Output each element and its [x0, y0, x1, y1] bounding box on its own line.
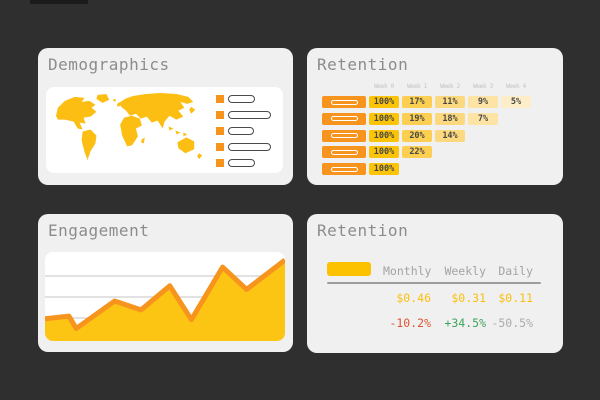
legend-square-icon [216, 95, 224, 103]
label-pill [330, 133, 358, 139]
cohort-cell: 17% [402, 96, 432, 108]
cohort-header-row: Week 0 Week 1 Week 2 Week 3 Week 4 [322, 83, 531, 90]
cohort-cell: 100% [369, 163, 399, 176]
change-weekly: +34.5% [444, 316, 486, 330]
cohort-retention-card: Retention Week 0 Week 1 Week 2 Week 3 We… [307, 48, 563, 185]
value-daily: $0.11 [498, 291, 533, 305]
cohort-row: 100% 22% [322, 146, 432, 159]
cohort-row-label [322, 146, 366, 159]
legend-bar [228, 95, 255, 103]
cohort-cell: 7% [468, 112, 498, 125]
summary-header-row: Monthly Weekly Daily [327, 262, 541, 279]
world-map [55, 92, 203, 161]
cohort-row: 100% 20% 14% [322, 129, 465, 142]
cohort-cell: 14% [435, 129, 465, 142]
cohort-row-label [322, 163, 366, 176]
cohort-cell: 19% [402, 112, 432, 125]
legend-square-icon [216, 111, 224, 119]
summary-divider [327, 282, 541, 284]
engagement-area-chart [45, 258, 285, 341]
week-header: Week 4 [506, 83, 526, 90]
engagement-title: Engagement [48, 221, 150, 240]
summary-changes-row: -10.2% +34.5% -50.5% [327, 316, 541, 330]
legend-item [216, 127, 254, 135]
cohort-cell: 100% [369, 112, 399, 125]
cohort-row-label [322, 129, 366, 142]
engagement-chart-panel [45, 252, 285, 341]
engagement-area [45, 260, 285, 341]
legend-bar [228, 127, 254, 135]
legend-bar [228, 111, 271, 119]
column-header-monthly: Monthly [383, 263, 432, 278]
cohort-cell: 100% [369, 129, 399, 142]
week-header: Week 0 [374, 83, 394, 90]
legend-bar [228, 143, 271, 151]
change-daily: -50.5% [491, 316, 533, 330]
legend-square-icon [216, 127, 224, 135]
cohort-retention-title: Retention [317, 55, 409, 74]
column-header-daily: Daily [498, 263, 533, 278]
cohort-cell: 20% [402, 129, 432, 142]
legend-item [216, 95, 255, 103]
legend-item [216, 143, 271, 151]
column-header-weekly: Weekly [444, 263, 486, 278]
cohort-cell: 18% [435, 112, 465, 125]
summary-swatch [327, 262, 371, 276]
cohort-cell: 22% [402, 146, 432, 159]
week-header: Week 3 [473, 83, 493, 90]
value-monthly: $0.46 [396, 291, 431, 305]
engagement-card: Engagement [38, 214, 293, 352]
legend-square-icon [216, 159, 224, 167]
week-header: Week 2 [440, 83, 460, 90]
cohort-row-label [322, 112, 366, 125]
change-monthly: -10.2% [389, 316, 431, 330]
retention-summary-title: Retention [317, 221, 409, 240]
value-weekly: $0.31 [451, 291, 486, 305]
cohort-cell: 5% [501, 96, 531, 108]
cohort-row-label [322, 96, 366, 108]
summary-values-row: $0.46 $0.31 $0.11 [327, 291, 541, 305]
demographics-title: Demographics [48, 55, 170, 74]
cohort-row: 100% 17% 11% 9% 5% [322, 96, 531, 108]
cohort-cell: 100% [369, 96, 399, 108]
legend-item [216, 159, 255, 167]
engagement-line [45, 258, 285, 331]
label-pill [330, 116, 358, 122]
cohort-cell: 11% [435, 96, 465, 108]
label-pill [330, 149, 358, 155]
label-pill [330, 99, 358, 105]
demographics-panel [46, 87, 283, 173]
legend-bar [228, 159, 255, 167]
cohort-cell: 100% [369, 146, 399, 159]
legend-square-icon [216, 143, 224, 151]
top-decoration-bar [30, 0, 88, 4]
cohort-row: 100% 19% 18% 7% [322, 112, 498, 125]
week-header: Week 1 [407, 83, 427, 90]
retention-summary-card: Retention Monthly Weekly Daily $0.46 $0.… [307, 214, 563, 353]
cohort-row: 100% [322, 163, 399, 176]
cohort-cell: 9% [468, 96, 498, 108]
legend-item [216, 111, 271, 119]
label-pill [330, 166, 358, 172]
demographics-card: Demographics [38, 48, 293, 185]
